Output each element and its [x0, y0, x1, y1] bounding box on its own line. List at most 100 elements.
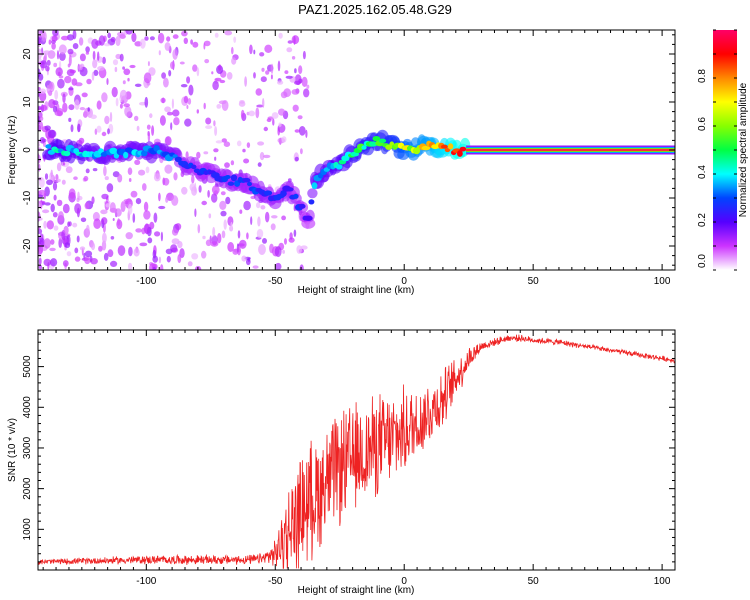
noise-blob — [230, 160, 235, 166]
noise-blob — [132, 213, 136, 223]
noise-blob — [90, 258, 98, 265]
noise-blob — [38, 243, 44, 255]
noise-blob — [256, 202, 261, 209]
noise-blob — [218, 64, 222, 71]
noise-blob — [58, 238, 62, 249]
noise-blob — [213, 148, 219, 153]
ridge-core — [308, 199, 315, 205]
noise-blob — [119, 103, 123, 109]
y-tick-label: 2000 — [22, 477, 33, 500]
noise-blob — [44, 186, 50, 197]
x-tick-label: -100 — [136, 276, 156, 287]
noise-blob — [201, 200, 207, 206]
steady-band — [466, 149, 675, 151]
noise-blob — [68, 221, 72, 227]
noise-blob — [142, 183, 147, 191]
noise-blob — [223, 219, 227, 230]
x-tick-label: 50 — [528, 276, 540, 287]
page-title: PAZ1.2025.162.05.48.G29 — [298, 2, 452, 17]
snr-series-line — [38, 334, 675, 569]
noise-blob — [203, 151, 209, 155]
noise-blob — [49, 247, 56, 252]
noise-blob — [293, 35, 296, 45]
noise-blob — [286, 47, 293, 53]
spectrogram-noise — [38, 30, 311, 270]
spectrogram-ridge — [42, 129, 675, 229]
noise-blob — [297, 115, 303, 120]
ridge-core — [230, 174, 238, 182]
noise-blob — [58, 211, 64, 222]
noise-blob — [256, 228, 264, 239]
noise-blob — [147, 61, 150, 67]
noise-blob — [103, 165, 107, 177]
noise-blob — [294, 68, 297, 74]
noise-blob — [253, 72, 256, 79]
noise-blob — [213, 120, 216, 127]
noise-blob — [152, 255, 158, 263]
noise-blob — [72, 30, 77, 40]
noise-blob — [48, 82, 54, 90]
noise-blob — [53, 225, 59, 231]
noise-blob — [46, 84, 50, 94]
noise-blob — [250, 216, 253, 226]
noise-blob — [135, 198, 142, 205]
noise-blob — [91, 71, 95, 81]
ridge-core — [440, 144, 448, 149]
noise-blob — [191, 253, 199, 260]
noise-blob — [64, 242, 71, 249]
noise-blob — [160, 231, 163, 242]
ridge-core — [153, 145, 160, 152]
noise-blob — [125, 30, 133, 35]
noise-blob — [38, 30, 41, 38]
noise-blob — [41, 138, 47, 143]
noise-blob — [54, 89, 59, 100]
snr-axes: -100 -50 0 50 100 1000 2000 3000 4000 5000 — [22, 330, 676, 587]
noise-blob — [50, 169, 53, 178]
noise-blob — [97, 66, 105, 71]
noise-blob — [300, 245, 308, 250]
noise-blob — [51, 35, 58, 42]
noise-blob — [233, 36, 237, 43]
noise-blob — [43, 220, 47, 229]
noise-blob — [119, 89, 128, 101]
noise-blob — [66, 34, 75, 41]
noise-blob — [79, 53, 86, 62]
noise-blob — [247, 257, 251, 262]
noise-blob — [274, 262, 282, 270]
noise-blob — [73, 176, 78, 180]
noise-blob — [83, 175, 89, 182]
noise-blob — [214, 32, 219, 38]
noise-blob — [253, 49, 256, 55]
noise-blob — [194, 182, 197, 193]
noise-blob — [226, 72, 233, 80]
noise-blob — [281, 136, 287, 143]
noise-blob — [255, 107, 260, 119]
noise-blob — [109, 202, 116, 213]
noise-blob — [243, 158, 250, 164]
ridge-core — [285, 187, 294, 192]
noise-blob — [38, 236, 42, 246]
noise-blob — [138, 169, 146, 176]
noise-blob — [128, 246, 133, 257]
noise-blob — [302, 50, 306, 60]
noise-blob — [243, 200, 251, 211]
noise-blob — [52, 30, 59, 37]
noise-blob — [55, 67, 63, 77]
noise-blob — [79, 107, 86, 111]
x-tick-label: -100 — [136, 576, 156, 587]
noise-blob — [62, 162, 66, 166]
noise-blob — [50, 258, 58, 267]
noise-blob — [104, 115, 110, 125]
ridge-core — [378, 138, 387, 143]
noise-blob — [164, 42, 171, 51]
noise-blob — [272, 118, 275, 126]
noise-blob — [282, 249, 285, 254]
noise-blob — [154, 231, 161, 237]
noise-blob — [196, 151, 201, 159]
noise-blob — [93, 69, 99, 76]
noise-blob — [163, 77, 169, 88]
noise-blob — [177, 254, 182, 264]
noise-blob — [144, 223, 150, 235]
noise-blob — [151, 125, 155, 136]
noise-blob — [240, 109, 245, 119]
